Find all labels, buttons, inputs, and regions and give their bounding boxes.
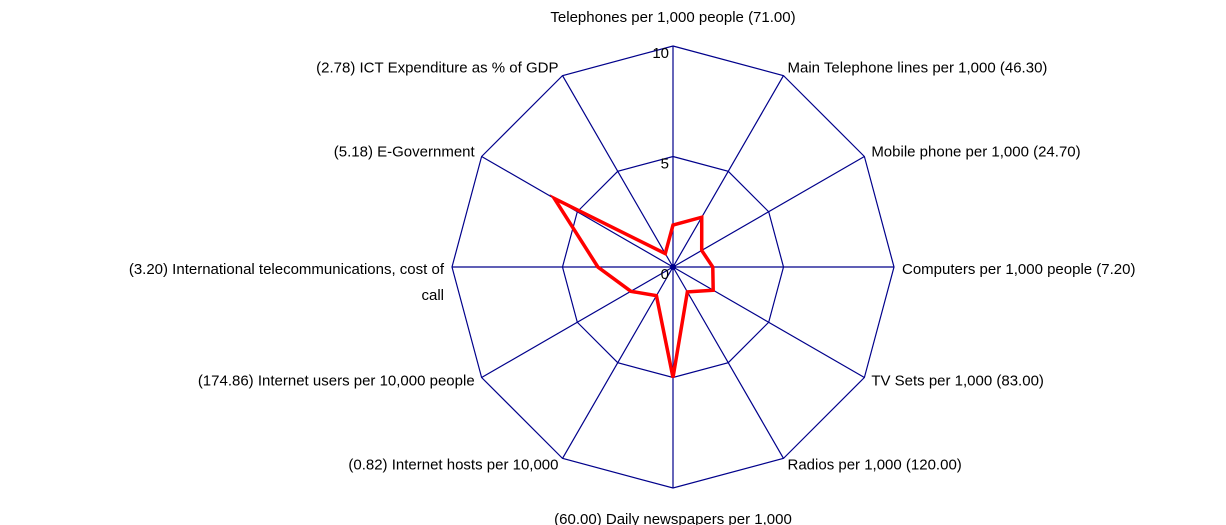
category-label: Radios per 1,000 (120.00) [788,456,962,473]
center-dot [670,264,676,270]
category-label: (3.20) International telecommunications,… [129,261,445,304]
axis-spoke [481,266,674,379]
category-label: Telephones per 1,000 people (71.00) [550,9,795,26]
category-label: Computers per 1,000 people (7.20) [902,261,1135,278]
series-line [549,194,715,378]
axis-spoke [672,266,785,459]
category-label: Mobile phone per 1,000 (24.70) [871,143,1080,160]
axis-spoke [672,75,785,268]
axis-spoke [672,155,865,268]
category-label: (5.18) E-Government [334,143,476,160]
label-line: call [421,287,444,304]
axis-spoke [672,266,865,379]
category-label: TV Sets per 1,000 (83.00) [871,372,1044,389]
category-label: (0.82) Internet hosts per 10,000 [348,456,558,473]
category-label: (60.00) Daily newspapers per 1,000 [554,511,792,525]
category-label: (2.78) ICT Expenditure as % of GDP [316,60,558,77]
axis-spoke [561,266,674,459]
tick-label: 0 [661,266,669,283]
category-label: (174.86) Internet users per 10,000 peopl… [198,372,475,389]
tick-label: 5 [661,155,669,172]
tick-label: 10 [652,45,669,62]
axis-spoke [561,75,674,268]
category-label: Main Telephone lines per 1,000 (46.30) [788,60,1048,77]
label-line: (3.20) International telecommunications,… [129,261,445,278]
